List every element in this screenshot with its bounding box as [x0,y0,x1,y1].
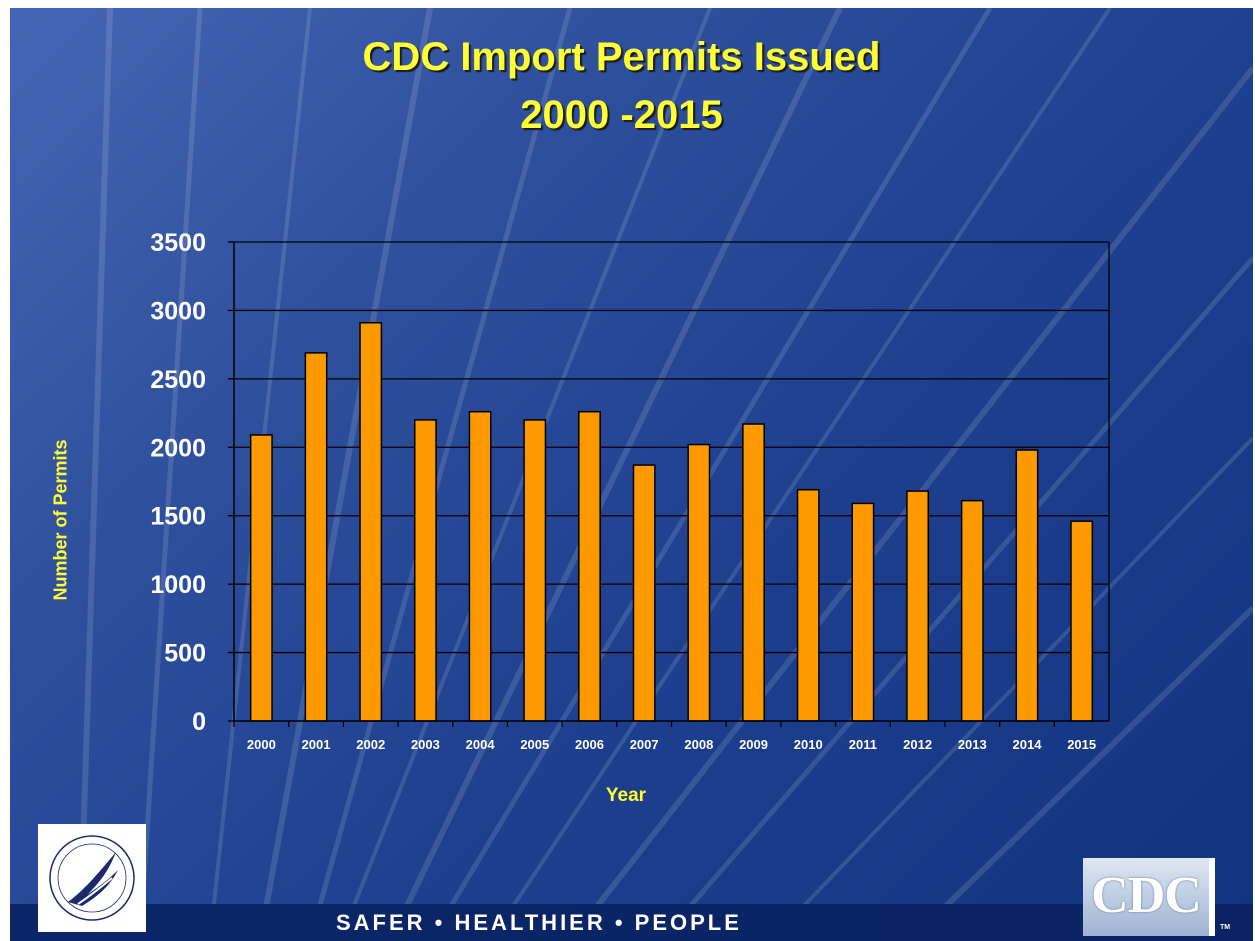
bar-2004 [468,410,492,722]
bar-2009 [742,423,765,722]
x-tick-label: 2001 [302,737,331,752]
y-tick-labels: 0 500 1000 1500 2000 2500 3000 3500 [150,229,206,736]
x-tick-label: 2007 [630,737,659,752]
y-axis-label: Number of Permits [50,439,71,601]
bar-2012 [906,490,930,722]
bar-2007 [632,464,656,722]
y-tick-label: 3500 [150,229,206,257]
x-tick-label: 2015 [1067,737,1096,752]
bar-2015 [1070,520,1094,722]
bar-2001 [304,352,328,722]
x-tick-label: 2005 [520,737,549,752]
x-tick-label: 2014 [1013,737,1043,752]
axes [228,241,1110,727]
x-tick-label: 2009 [739,737,768,752]
x-tick-label: 2011 [849,737,877,752]
y-tick-label: 2500 [150,366,206,394]
x-tick-label: 2003 [411,737,440,752]
bar-2013 [960,499,984,722]
bar-2006 [578,410,601,722]
bar-2010 [796,488,820,722]
x-tick-label: 2010 [794,737,823,752]
bar-2000 [249,434,273,722]
x-tick-label: 2002 [356,737,385,752]
bar-2008 [687,443,711,722]
bar-2002 [359,321,383,722]
bar-2003 [413,419,437,722]
y-tick-label: 500 [164,640,206,668]
trademark-mark: TM [1220,924,1231,931]
cdc-logo: CDC [1083,858,1215,936]
tagline: SAFER • HEALTHIER • PEOPLE [336,910,742,935]
slide-title: CDC Import Permits Issued [362,35,881,79]
y-tick-label: 1000 [150,571,206,599]
x-tick-label: 2008 [684,737,713,752]
footer-bar [10,904,1253,941]
y-tick-label: 2000 [150,434,206,462]
slide-subtitle: 2000 -2015 [520,93,723,137]
x-tick-label: 2012 [903,737,932,752]
hhs-eagle-logo [38,824,146,932]
y-tick-label: 3000 [150,297,206,325]
y-tick-label: 1500 [150,503,206,531]
x-tick-label: 2006 [575,737,604,752]
x-tick-labels: 2000 2001 2002 2003 2004 2005 2006 2007 2008 2009… [247,737,1096,752]
bar-2011 [851,502,875,722]
x-tick-label: 2004 [466,737,496,752]
bar-2014 [1015,449,1039,722]
x-tick-label: 2000 [247,737,276,752]
bar-2005 [523,419,547,722]
cdc-logo-text: CDC [1091,867,1202,924]
y-tick-label: 0 [192,708,206,736]
bars [249,321,1094,722]
x-axis-label: Year [605,785,647,806]
x-tick-label: 2013 [958,737,987,752]
